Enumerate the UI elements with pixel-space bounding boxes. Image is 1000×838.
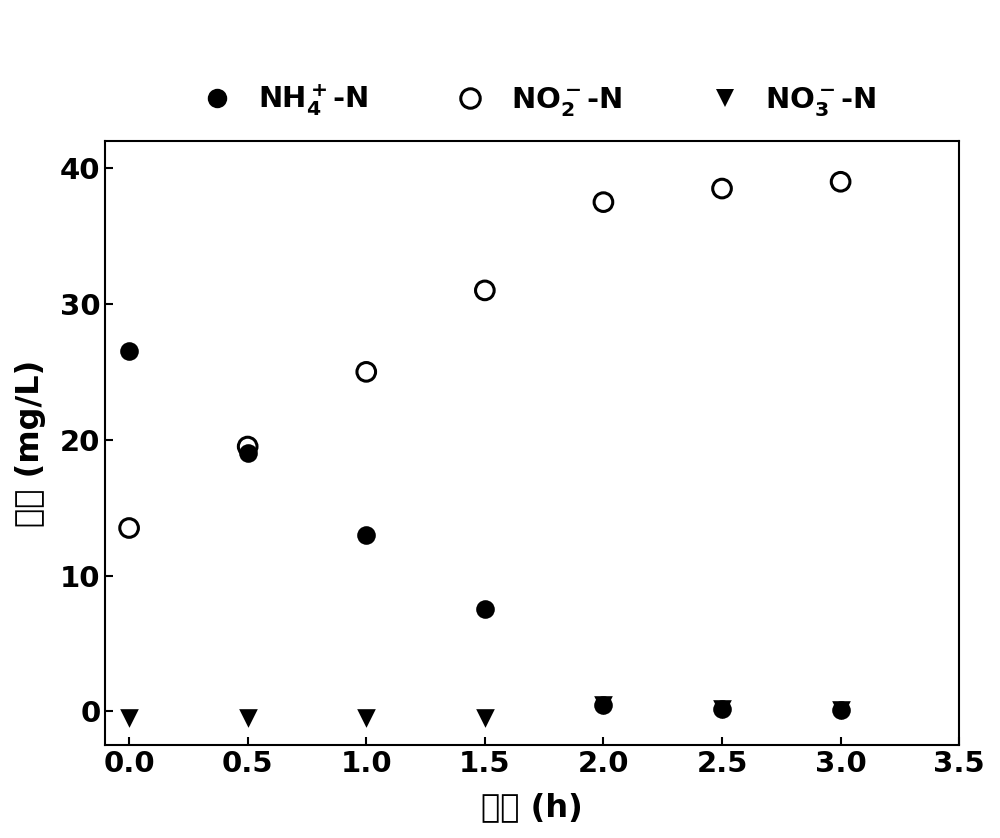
Point — [714, 182, 730, 195]
Point — [240, 447, 256, 460]
Point — [121, 521, 137, 535]
Point — [714, 702, 730, 716]
Point — [121, 344, 137, 358]
Point — [121, 711, 137, 725]
X-axis label: 时间 (h): 时间 (h) — [481, 792, 583, 823]
Y-axis label: 浓度 (mg/L): 浓度 (mg/L) — [15, 360, 46, 527]
Point — [595, 698, 611, 711]
Point — [358, 365, 374, 379]
Point — [477, 711, 493, 725]
Point — [714, 702, 730, 716]
Legend: NH$_4^+$-N, NO$_2^-$-N, NO$_3^-$-N: NH$_4^+$-N, NO$_2^-$-N, NO$_3^-$-N — [176, 71, 889, 130]
Point — [240, 440, 256, 453]
Point — [833, 175, 849, 189]
Point — [833, 703, 849, 716]
Point — [358, 528, 374, 541]
Point — [477, 603, 493, 616]
Point — [240, 711, 256, 725]
Point — [358, 711, 374, 725]
Point — [595, 195, 611, 209]
Point — [477, 284, 493, 297]
Point — [595, 698, 611, 711]
Point — [833, 703, 849, 716]
